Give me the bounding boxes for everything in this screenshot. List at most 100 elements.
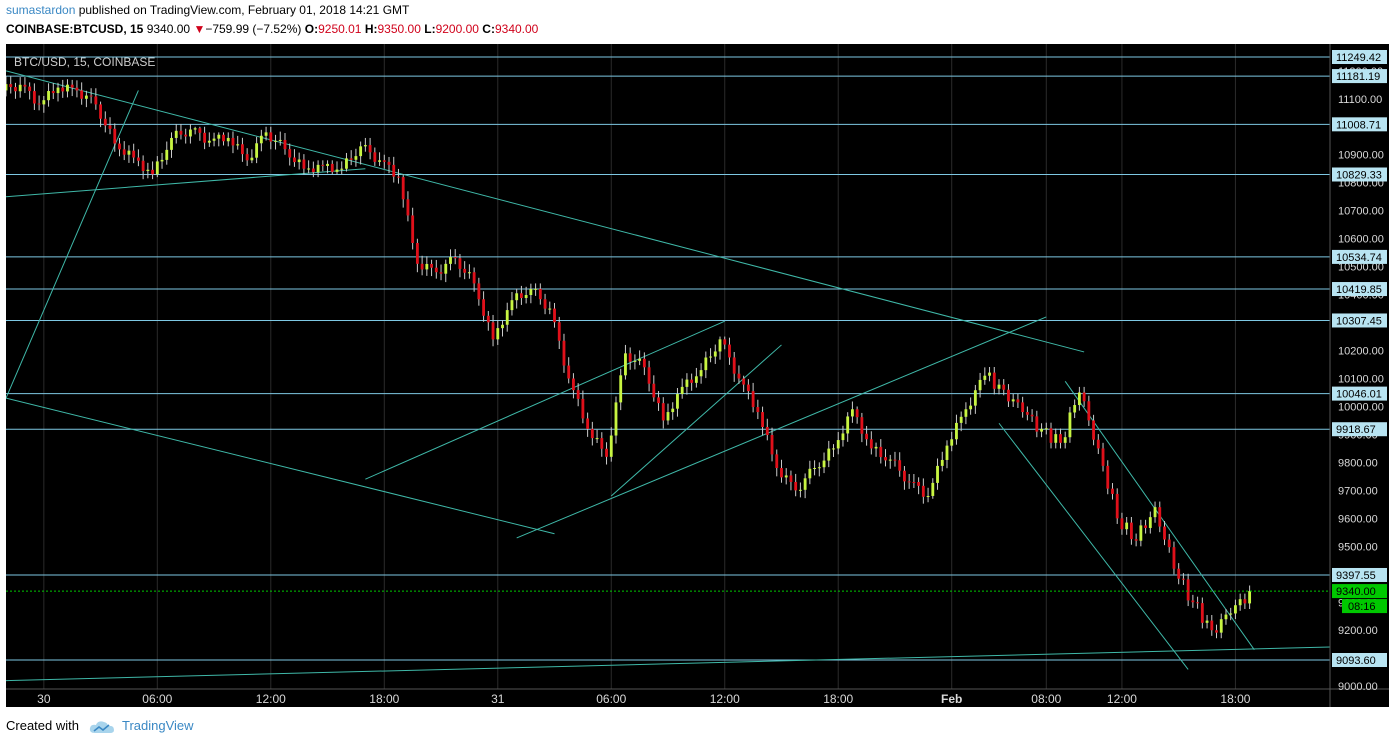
candle-body bbox=[666, 412, 670, 421]
candle-body bbox=[676, 393, 679, 409]
candle-body bbox=[179, 130, 183, 135]
level-price-tag bbox=[1332, 422, 1387, 437]
candle-body bbox=[1139, 525, 1143, 541]
candle-body bbox=[439, 272, 443, 274]
candle-body bbox=[1191, 600, 1195, 603]
candle-body bbox=[836, 440, 840, 449]
candle-body bbox=[6, 84, 8, 91]
candle-body bbox=[1082, 392, 1086, 402]
candle-body bbox=[642, 358, 646, 368]
candle-body bbox=[316, 164, 320, 173]
candle-body bbox=[921, 485, 925, 497]
candle-body bbox=[595, 438, 599, 440]
candle-body bbox=[293, 157, 296, 163]
candle-body bbox=[988, 372, 991, 376]
footer: Created with TradingView bbox=[6, 718, 194, 734]
candle-body bbox=[931, 482, 935, 496]
tradingview-link[interactable]: TradingView bbox=[122, 718, 194, 733]
change-text: −759.99 (−7.52%) bbox=[205, 22, 302, 36]
level-price-tag bbox=[1332, 313, 1387, 328]
candle-body bbox=[548, 308, 552, 310]
level-price-tag bbox=[1332, 653, 1387, 667]
trendline bbox=[6, 70, 1085, 353]
trendline bbox=[610, 344, 782, 497]
level-price-tag bbox=[1332, 386, 1387, 401]
level-price-tag bbox=[1332, 167, 1387, 182]
candle-body bbox=[794, 481, 798, 491]
candle-body bbox=[387, 161, 391, 165]
candle-body bbox=[222, 134, 225, 142]
level-price-tag bbox=[1332, 249, 1387, 264]
candle-body bbox=[1158, 507, 1162, 527]
candle-body bbox=[808, 468, 812, 479]
trendline bbox=[6, 90, 139, 399]
candle-body bbox=[505, 310, 509, 325]
candle-body bbox=[151, 169, 155, 175]
plot-area bbox=[6, 44, 1330, 689]
candle-body bbox=[1243, 599, 1247, 604]
candle-body bbox=[42, 100, 46, 105]
candle-body bbox=[822, 460, 826, 468]
candle-body bbox=[330, 163, 334, 172]
candle-body bbox=[250, 157, 254, 161]
candle-body bbox=[1111, 488, 1114, 494]
candle-body bbox=[486, 315, 490, 323]
candle-body bbox=[969, 405, 973, 410]
candle-body bbox=[170, 137, 173, 150]
candle-body bbox=[491, 322, 495, 340]
candle-body bbox=[538, 288, 542, 300]
candle-body bbox=[1087, 401, 1091, 421]
candle-body bbox=[1044, 428, 1048, 430]
candle-body bbox=[397, 176, 400, 178]
candle-body bbox=[118, 143, 121, 150]
candle-body bbox=[146, 169, 150, 171]
candle-body bbox=[1177, 568, 1181, 579]
y-tick-label: 11100.00 bbox=[1338, 94, 1382, 106]
candle-body bbox=[1205, 620, 1209, 623]
last-price-tag bbox=[1332, 584, 1387, 599]
candle-body bbox=[884, 457, 887, 461]
candle-body bbox=[406, 199, 410, 216]
candle-body bbox=[1125, 522, 1129, 530]
trendline bbox=[365, 320, 725, 480]
level-price-label: 9918.67 bbox=[1336, 424, 1376, 436]
candle-body bbox=[1210, 620, 1214, 631]
candle-body bbox=[70, 84, 74, 88]
countdown-tag bbox=[1342, 599, 1387, 614]
candle-body bbox=[557, 322, 561, 341]
candle-body bbox=[1153, 507, 1157, 518]
candle-body bbox=[113, 128, 117, 144]
candle-body bbox=[136, 157, 140, 161]
candle-body bbox=[1215, 630, 1218, 633]
x-tick-label: 06:00 bbox=[142, 692, 172, 706]
candle-body bbox=[231, 137, 235, 146]
y-tick-label: 9000.00 bbox=[1338, 681, 1378, 693]
candle-body bbox=[600, 438, 604, 449]
candle-body bbox=[84, 95, 88, 99]
published-text: published on TradingView.com, February 0… bbox=[75, 3, 410, 17]
x-tick-label: 06:00 bbox=[596, 692, 626, 706]
level-price-label: 10046.01 bbox=[1336, 389, 1382, 401]
candle-body bbox=[226, 137, 230, 142]
candle-body bbox=[1115, 493, 1119, 519]
candle-body bbox=[269, 132, 273, 142]
candle-body bbox=[1200, 603, 1204, 623]
candle-body bbox=[978, 379, 982, 391]
candle-body bbox=[458, 258, 462, 269]
candle-body bbox=[307, 168, 311, 170]
candle-body bbox=[756, 407, 760, 413]
candle-body bbox=[624, 353, 627, 376]
candle-body bbox=[103, 118, 107, 126]
candle-body bbox=[1134, 539, 1138, 541]
candle-body bbox=[297, 159, 301, 163]
candle-body bbox=[657, 397, 660, 404]
candle-body bbox=[193, 128, 197, 130]
candle-body bbox=[203, 132, 207, 143]
candle-body bbox=[482, 299, 486, 316]
author-link[interactable]: sumastardon bbox=[6, 3, 76, 17]
x-tick-label: 31 bbox=[491, 692, 505, 706]
last-price-label: 9340.00 bbox=[1336, 586, 1376, 598]
candle-body bbox=[259, 135, 263, 144]
candle-body bbox=[860, 417, 864, 434]
